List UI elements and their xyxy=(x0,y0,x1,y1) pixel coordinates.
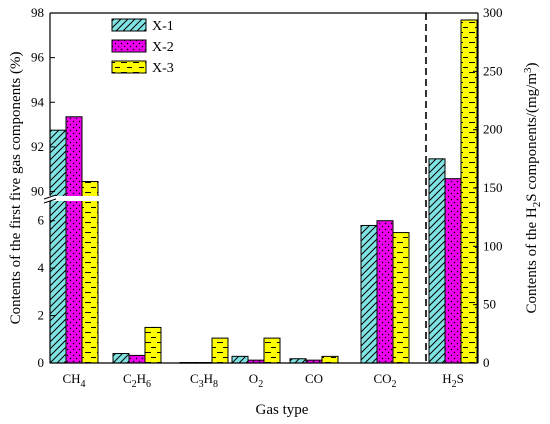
x-tick-label-o2: O2 xyxy=(249,371,263,390)
x-tick-label-co2: CO2 xyxy=(373,371,396,390)
bar-x1-co2 xyxy=(360,224,378,364)
x-tick-label-c2h6: C2H6 xyxy=(123,371,151,390)
bar-x1-ch4 xyxy=(49,129,67,364)
left-lower-tick-label: 2 xyxy=(38,308,45,323)
right-tick-label: 150 xyxy=(483,180,503,195)
left-upper-tick-label: 94 xyxy=(31,94,45,109)
axis-break-band xyxy=(44,196,114,201)
legend-label-x3: X-3 xyxy=(152,61,174,76)
x-tick-label-h2s: H2S xyxy=(442,371,464,390)
legend-label-x2: X-2 xyxy=(152,40,174,55)
right-tick-label: 200 xyxy=(483,122,503,137)
legend: X-1 X-2 X-3 xyxy=(111,18,174,76)
bar-x2-h2s xyxy=(444,178,462,364)
labels-layer: 0 2 4 6 90 92 94 96 98 0 50 100 150 200 250 300 CH4 C2H6 C… xyxy=(31,5,503,390)
bar-x2-co2 xyxy=(376,220,394,364)
x-tick-label-c3h8: C3H8 xyxy=(190,371,218,390)
bar-x3-co2 xyxy=(392,232,410,364)
left-lower-tick-label: 4 xyxy=(38,260,45,275)
bar-x3-ch4 xyxy=(81,180,99,364)
bar-x3-c3h8 xyxy=(211,337,229,364)
left-upper-tick-label: 92 xyxy=(31,139,44,154)
bar-x1-o2 xyxy=(231,355,249,364)
axis-break-mark-left xyxy=(43,194,57,200)
legend-label-x1: X-1 xyxy=(152,19,174,34)
bar-x1-co xyxy=(289,358,307,364)
right-tick-label: 0 xyxy=(483,355,490,370)
bar-x1-h2s xyxy=(428,158,446,364)
legend-swatch-x1 xyxy=(111,18,147,32)
left-y-axis-title: Contents of the first five gas component… xyxy=(8,52,24,325)
bar-x2-c2h6 xyxy=(128,354,146,364)
right-y-axis-title: Contents of the H2S components/(mg/m3) xyxy=(522,63,543,314)
legend-swatch-x2 xyxy=(111,39,147,53)
right-tick-label: 50 xyxy=(483,297,496,312)
right-tick-label: 300 xyxy=(483,5,503,20)
axes-layer xyxy=(43,12,479,364)
bar-x3-o2 xyxy=(263,337,281,364)
bar-x3-c2h6 xyxy=(144,326,162,364)
x-tick-label-co: CO xyxy=(305,371,323,386)
left-lower-tick-label: 0 xyxy=(38,355,45,370)
right-tick-label: 250 xyxy=(483,63,503,78)
left-upper-tick-label: 98 xyxy=(31,5,44,20)
bar-x1-c2h6 xyxy=(112,353,130,364)
legend-swatch-x3 xyxy=(111,60,147,74)
left-upper-tick-label: 90 xyxy=(31,184,44,199)
x-axis-title: Gas type xyxy=(256,402,309,418)
right-tick-label: 100 xyxy=(483,238,503,253)
left-lower-tick-label: 6 xyxy=(38,213,45,228)
bar-x3-co xyxy=(321,355,339,364)
bar-x2-ch4 xyxy=(65,116,83,364)
left-upper-tick-label: 96 xyxy=(31,50,45,65)
x-tick-label-ch4: CH4 xyxy=(62,371,85,390)
